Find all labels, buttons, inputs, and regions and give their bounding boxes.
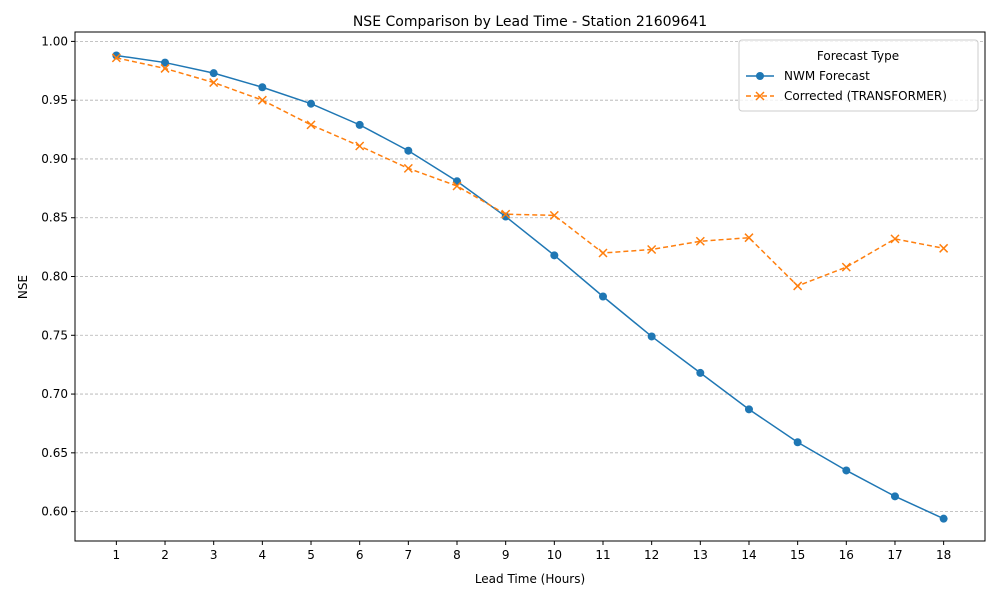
x-tick-label: 9 (502, 548, 510, 562)
x-tick-label: 15 (790, 548, 805, 562)
x-tick-label: 16 (839, 548, 854, 562)
series-corrected-transformer (111, 53, 949, 291)
x-tick-label: 11 (595, 548, 610, 562)
y-tick-label: 0.60 (41, 505, 68, 519)
x-tick-label: 10 (547, 548, 562, 562)
legend-marker-corrected (755, 91, 765, 101)
data-point (306, 120, 316, 130)
data-point (452, 181, 462, 191)
y-tick-label: 0.95 (41, 93, 68, 107)
data-point (890, 234, 900, 244)
data-point (549, 210, 559, 220)
data-point (501, 212, 510, 221)
x-tick-label: 5 (307, 548, 315, 562)
y-tick-label: 0.85 (41, 211, 68, 225)
x-tick-label: 7 (405, 548, 413, 562)
x-tick-label: 1 (113, 548, 121, 562)
data-point (647, 332, 656, 341)
data-point (550, 251, 559, 260)
x-axis-label: Lead Time (Hours) (475, 572, 585, 586)
data-point (258, 83, 267, 92)
y-axis-label: NSE (16, 275, 30, 299)
data-point (403, 163, 413, 173)
data-point (695, 236, 705, 246)
data-point (647, 244, 657, 255)
grid-layer (75, 41, 985, 513)
data-point (598, 248, 608, 258)
y-tick-label: 0.80 (41, 270, 68, 284)
series-line (116, 54, 944, 520)
x-tick-label: 6 (356, 548, 364, 562)
data-point (307, 99, 316, 108)
data-point (842, 466, 851, 475)
x-tick-label: 4 (259, 548, 267, 562)
x-tick-label: 13 (693, 548, 708, 562)
x-tick-label: 12 (644, 548, 659, 562)
legend-marker-nwm (756, 72, 764, 80)
data-point (355, 141, 365, 151)
data-point (890, 492, 899, 501)
data-point (209, 78, 219, 88)
legend-box (738, 39, 979, 112)
series-layer (111, 51, 949, 523)
y-axis: 0.60 0.65 0.70 0.75 0.80 0.85 0.90 0.95 1.00 (41, 34, 75, 519)
data-point (501, 209, 511, 219)
y-tick-label: 0.90 (41, 152, 68, 166)
data-point (696, 368, 705, 377)
y-tick-label: 1.00 (41, 34, 68, 48)
series-line (116, 57, 944, 287)
y-tick-label: 0.65 (41, 446, 68, 460)
x-axis: 1 2 3 4 5 6 7 8 9 10 11 12 13 14 15 16 17 18 (113, 541, 951, 562)
legend-label-corrected: Corrected (TRANSFORMER) (784, 89, 947, 103)
data-point (404, 146, 413, 155)
plot-frame (74, 31, 986, 542)
x-tick-label: 14 (741, 548, 756, 562)
data-point (112, 51, 121, 60)
x-tick-label: 8 (453, 548, 461, 562)
data-point (598, 292, 607, 301)
data-point (841, 262, 851, 272)
series-nwm-forecast (112, 51, 948, 523)
data-point (111, 53, 121, 63)
data-point (257, 95, 267, 105)
legend-label-nwm: NWM Forecast (784, 69, 870, 83)
legend: Forecast Type NWM Forecast Corrected (TR… (738, 39, 979, 112)
data-point (939, 243, 949, 253)
data-point (160, 63, 170, 73)
data-point (209, 69, 218, 78)
data-point (939, 514, 948, 523)
data-point (744, 405, 753, 414)
data-point (744, 233, 754, 243)
x-tick-label: 2 (161, 548, 169, 562)
x-tick-label: 3 (210, 548, 218, 562)
y-tick-label: 0.75 (41, 328, 68, 342)
y-tick-label: 0.70 (41, 387, 68, 401)
data-point (355, 120, 364, 129)
x-tick-label: 18 (936, 548, 951, 562)
chart-title: NSE Comparison by Lead Time - Station 21… (353, 14, 707, 30)
legend-title: Forecast Type (817, 49, 899, 63)
x-tick-label: 17 (887, 548, 902, 562)
data-point (161, 58, 170, 67)
data-point (793, 281, 803, 291)
data-point (793, 438, 802, 447)
